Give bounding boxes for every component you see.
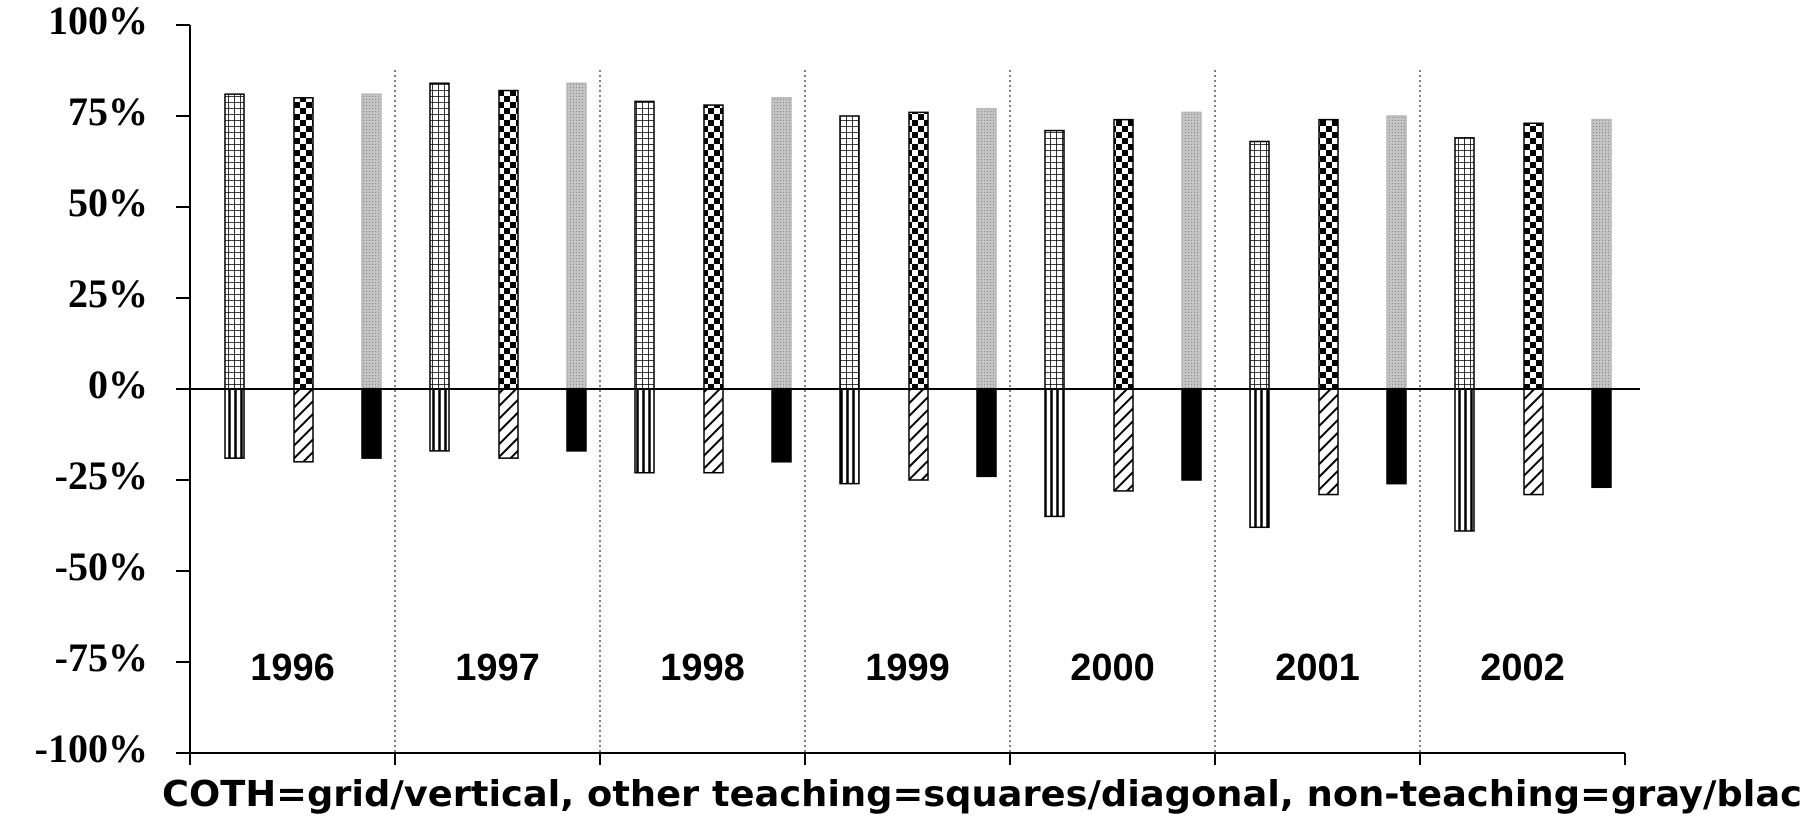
- bar: [1386, 388, 1407, 485]
- bar: [498, 89, 519, 390]
- bar: [771, 97, 792, 390]
- bar: [1386, 115, 1407, 390]
- bar: [1181, 388, 1202, 481]
- bar: [1249, 140, 1270, 390]
- bar: [429, 388, 450, 452]
- bar: [566, 82, 587, 390]
- bar: [566, 388, 587, 452]
- bar: [1044, 129, 1065, 390]
- bar: [293, 97, 314, 390]
- bar: [1523, 122, 1544, 390]
- bar: [839, 115, 860, 390]
- bar: [1591, 388, 1612, 489]
- bar: [1249, 388, 1270, 529]
- category-label: 1999: [865, 647, 950, 689]
- bar: [976, 107, 997, 390]
- bar: [634, 100, 655, 390]
- bar: [293, 388, 314, 463]
- bar: [976, 388, 997, 478]
- bar: [224, 93, 245, 390]
- bar: [429, 82, 450, 390]
- category-label: 1998: [660, 647, 745, 689]
- bar: [224, 388, 245, 459]
- category-label: 1997: [455, 647, 540, 689]
- category-label: 1996: [250, 647, 335, 689]
- bar: [703, 104, 724, 390]
- category-label: 2001: [1275, 647, 1360, 689]
- category-label: 2002: [1480, 647, 1565, 689]
- category-label: 2000: [1070, 647, 1155, 689]
- y-tick-label: -50%: [55, 544, 148, 589]
- bar: [634, 388, 655, 474]
- y-tick-label: -25%: [55, 453, 148, 498]
- bar: [1318, 388, 1339, 496]
- bar: [1454, 137, 1475, 390]
- bar: [498, 388, 519, 459]
- caption: COTH=grid/vertical, other teaching=squar…: [162, 774, 1802, 815]
- bar: [908, 111, 929, 390]
- bar: [1113, 118, 1134, 390]
- bar: [771, 388, 792, 463]
- bar: [361, 388, 382, 459]
- y-tick-label: 75%: [68, 89, 148, 134]
- bar: [908, 388, 929, 481]
- bar: [1113, 388, 1134, 492]
- bar: [1454, 388, 1475, 532]
- bar: [839, 388, 860, 485]
- bar: [1044, 388, 1065, 518]
- bar: [361, 93, 382, 390]
- bar: [1181, 111, 1202, 390]
- y-tick-label: -100%: [35, 726, 148, 771]
- y-tick-label: 50%: [68, 180, 148, 225]
- y-tick-label: 0%: [88, 362, 148, 407]
- bar: [703, 388, 724, 474]
- y-tick-label: 25%: [68, 271, 148, 316]
- y-tick-label: 100%: [48, 0, 148, 43]
- bar: [1523, 388, 1544, 496]
- bar: [1318, 118, 1339, 390]
- bar: [1591, 118, 1612, 390]
- y-tick-label: -75%: [55, 635, 148, 680]
